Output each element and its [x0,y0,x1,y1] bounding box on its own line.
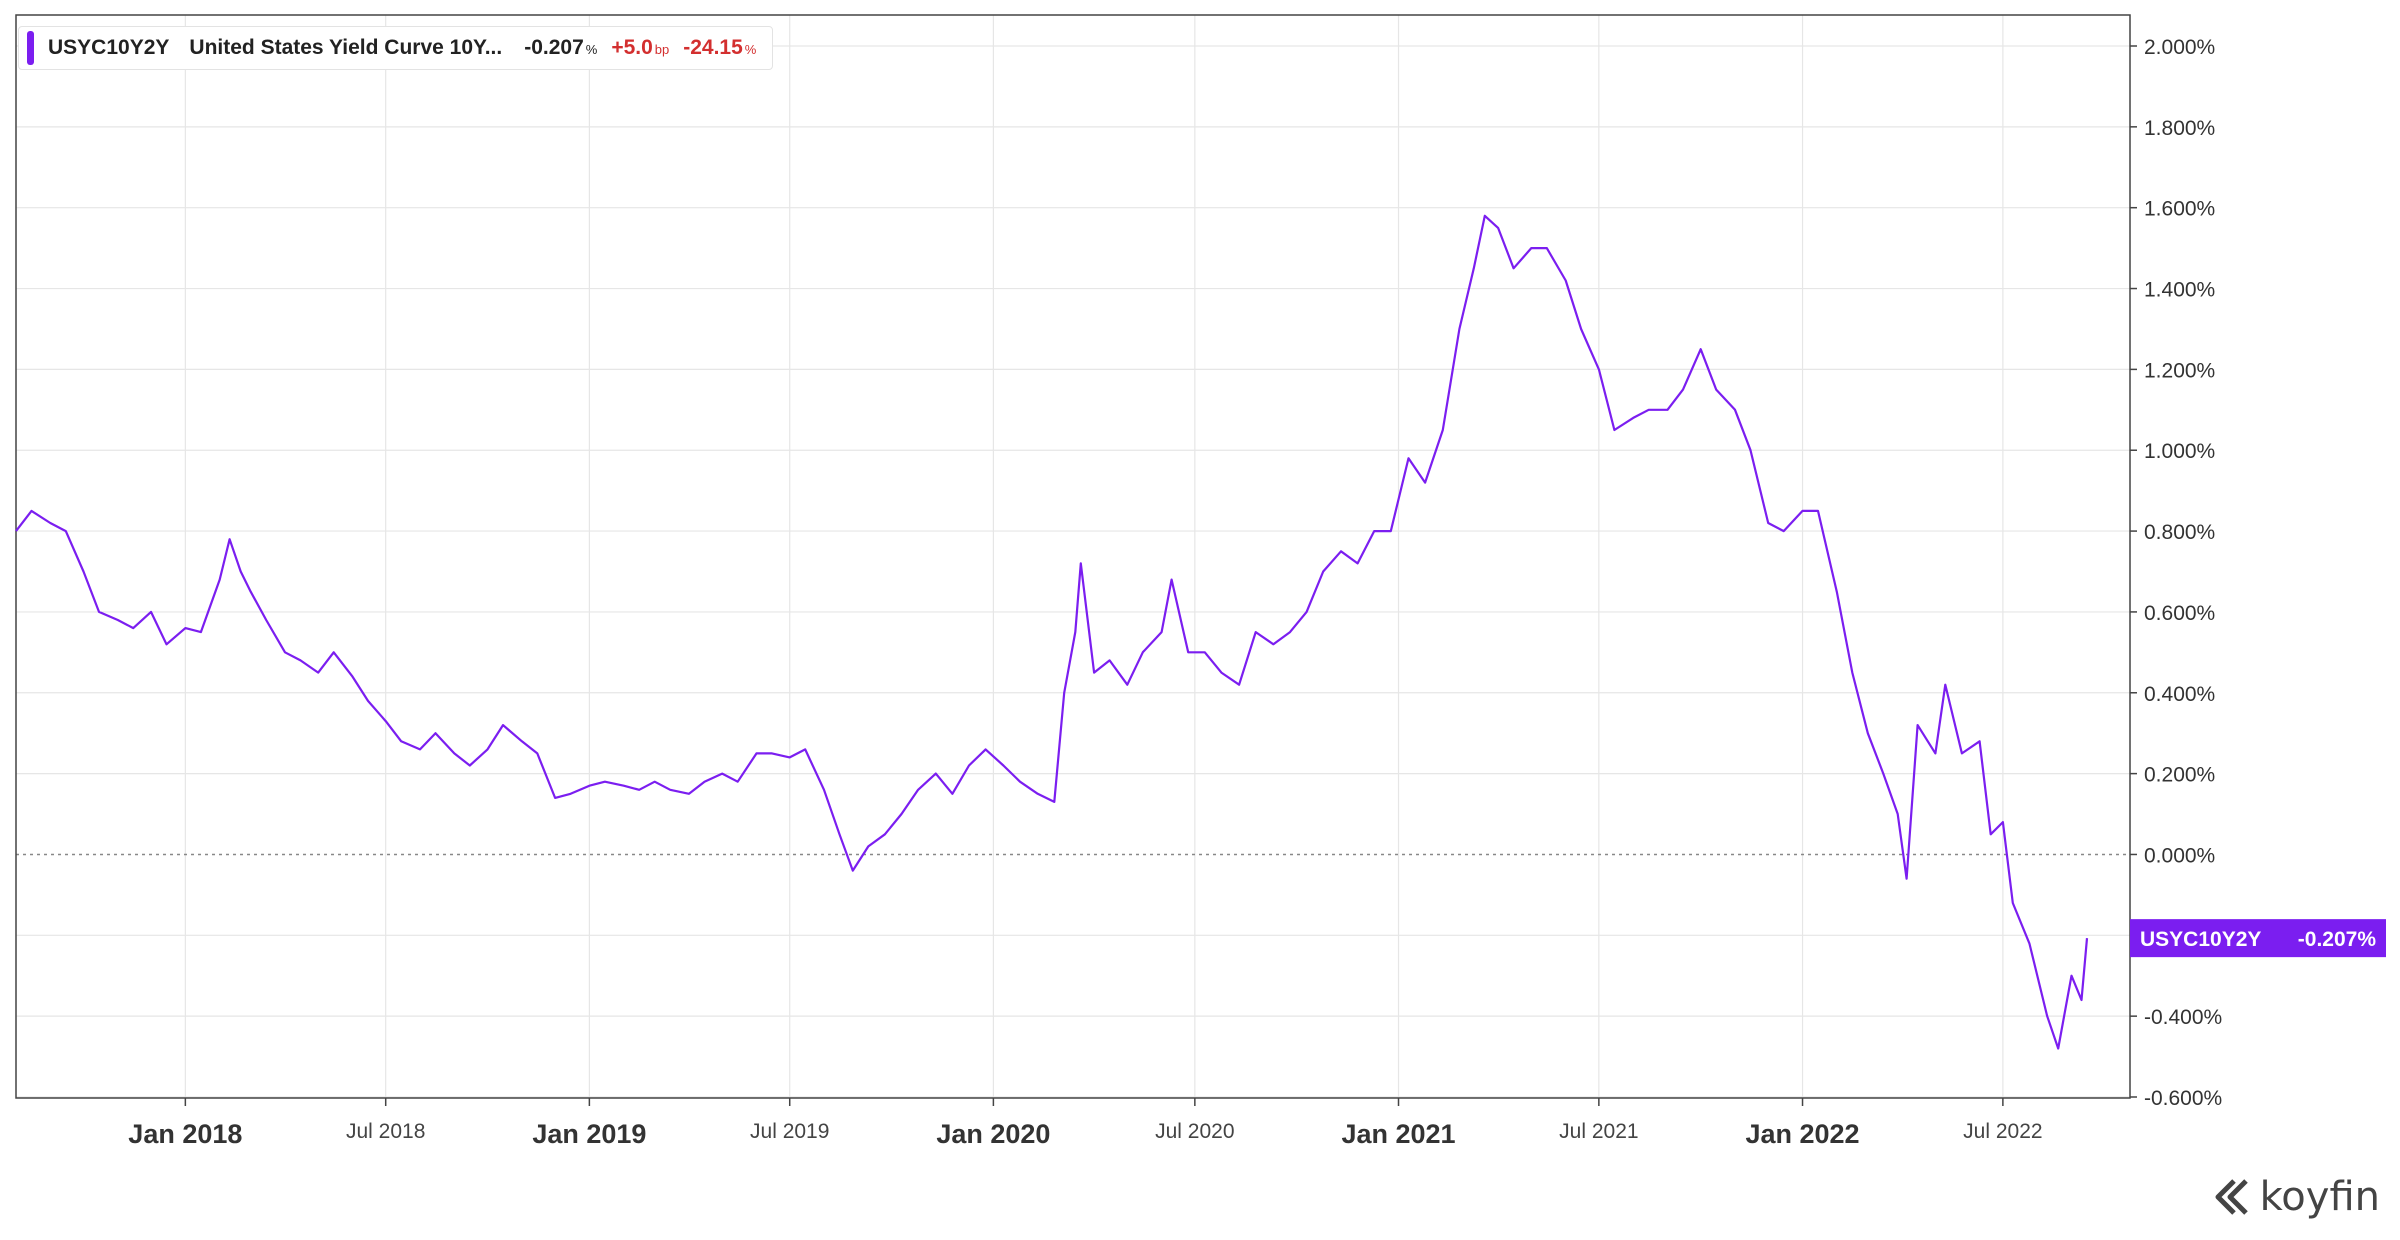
x-tick-label: Jul 2018 [346,1120,425,1143]
legend-change: +5.0 bp [611,36,669,60]
grid-layer [16,15,2130,1098]
legend-pct-number: -24.15 [683,36,743,59]
last-value-ticker: USYC10Y2Y [2140,928,2261,951]
x-tick-label: Jan 2020 [936,1119,1050,1149]
y-tick-label: 0.400% [2144,683,2215,706]
y-tick-label: 1.400% [2144,279,2215,302]
legend-value-unit: % [585,42,598,57]
koyfin-brand[interactable]: koyfin [2212,1174,2380,1220]
brand-name: koyfin [2259,1174,2380,1220]
legend-ticker: USYC10Y2Y [48,36,170,59]
koyfin-logo-icon [2215,1179,2248,1215]
y-tick-label: 1.800% [2144,117,2215,140]
legend-series-name: United States Yield Curve 10Y... [189,36,503,59]
plot-frame [15,14,2131,1099]
x-tick-label: Jul 2020 [1155,1120,1234,1143]
x-tick-label: Jul 2021 [1559,1120,1638,1143]
legend-value-number: -0.207 [524,36,584,59]
y-tick-label: -0.400% [2144,1006,2222,1029]
legend-change-number: +5.0 [611,36,653,59]
legend-change-unit: bp [654,42,670,57]
last-value-tag: USYC10Y2Y -0.207% [2130,919,2386,958]
x-tick-label: Jan 2022 [1745,1119,1859,1149]
y-axis: 2.000% 1.800% 1.600% 1.400% 1.200% 1.000% 0.80… [2130,36,2222,1110]
x-tick-label: Jul 2022 [1963,1120,2042,1143]
last-value-number: -0.207% [2298,928,2377,951]
legend-pct-change: -24.15% [683,36,756,60]
x-axis: Jan 2018 Jul 2018 Jan 2019 Jul 2019 Jan 2020… [128,1098,2043,1149]
x-tick-label: Jan 2021 [1341,1119,1455,1149]
x-tick-label: Jan 2019 [532,1119,646,1149]
y-tick-label: 1.200% [2144,359,2215,382]
legend-pct-unit: % [744,42,757,57]
y-tick-label: 0.200% [2144,764,2215,787]
x-tick-label: Jul 2019 [750,1120,829,1143]
y-tick-label: 0.800% [2144,521,2215,544]
y-tick-label: -0.600% [2144,1087,2222,1110]
x-tick-label: Jan 2018 [128,1119,242,1149]
y-tick-label: 2.000% [2144,36,2215,59]
y-tick-label: 1.000% [2144,440,2215,463]
legend-color-swatch [27,31,34,65]
y-tick-label: 1.600% [2144,198,2215,221]
y-tick-label: 0.000% [2144,844,2215,867]
legend-last-value: -0.207% [524,36,597,60]
y-tick-label: 0.600% [2144,602,2215,625]
series-legend[interactable]: USYC10Y2Y United States Yield Curve 10Y.… [18,26,774,70]
last-value-background [2130,919,2386,958]
series-line-usyc10y2y [15,214,2089,1050]
